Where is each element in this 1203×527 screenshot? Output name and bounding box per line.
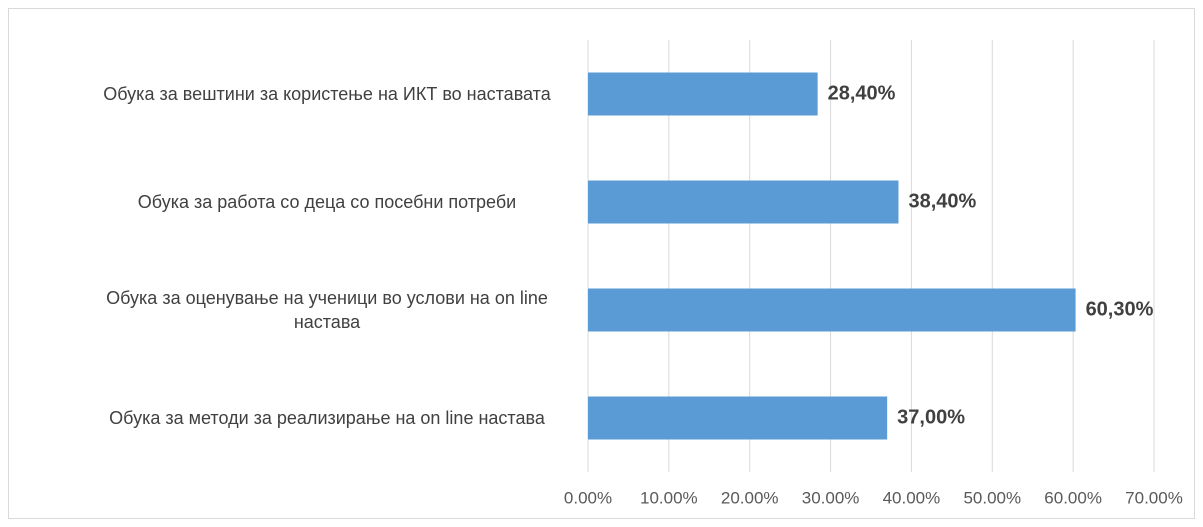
x-tick-label: 40.00% xyxy=(883,488,941,507)
x-tick-label: 50.00% xyxy=(963,488,1021,507)
x-tick-label: 20.00% xyxy=(721,488,779,507)
data-label: 28,40% xyxy=(828,82,896,104)
x-tick-label: 30.00% xyxy=(802,488,860,507)
chart-border xyxy=(8,8,1195,519)
x-tick-label: 10.00% xyxy=(640,488,698,507)
bar xyxy=(588,288,1076,332)
x-tick-label: 0.00% xyxy=(564,488,612,507)
data-label: 37,00% xyxy=(897,406,965,428)
y-tick-label: Обука за работа со деца со посебни потре… xyxy=(137,192,517,212)
bar xyxy=(588,396,888,440)
data-label: 60,30% xyxy=(1086,298,1154,320)
y-tick-label: Обука за методи за реализирање на on lin… xyxy=(109,408,545,428)
y-tick-label: Обука за оценување на ученици во услови … xyxy=(106,288,548,332)
bar xyxy=(588,180,899,224)
x-tick-label: 60.00% xyxy=(1044,488,1102,507)
bar xyxy=(588,72,818,116)
y-tick-label: Обука за вештини за користење на ИКТ во … xyxy=(103,84,551,104)
x-tick-label: 70.00% xyxy=(1125,488,1183,507)
data-label: 38,40% xyxy=(908,190,976,212)
